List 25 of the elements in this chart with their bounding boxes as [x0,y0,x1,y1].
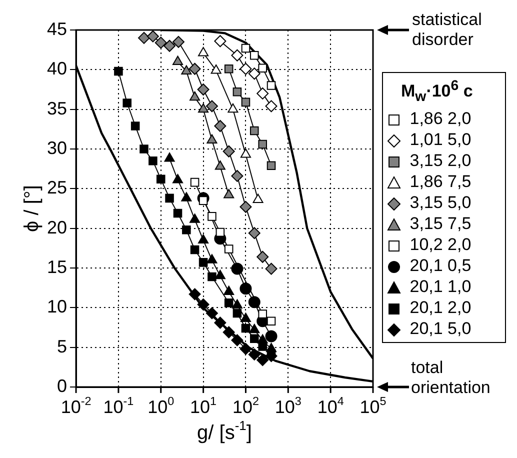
text: statistical disorder [412,10,483,50]
y-tick-label: 30 [46,138,68,158]
legend-label: 20,1 1,0 [410,277,472,296]
legend-label: 3,15 2,0 [410,151,472,170]
legend-label: 1,86 2,0 [410,109,472,128]
legend-title: M$_{w}$·10$^{6}$ c [400,77,474,108]
legend-label: 20,1 0,5 [410,256,472,276]
text: total orientation [411,358,492,398]
legend-label: 3,15 5,0 [410,193,472,212]
legend-label: 3,15 7,5 [410,214,472,234]
y-tick-label: 0 [57,376,68,396]
y-tick-label: 15 [46,256,68,277]
legend-label: 1,01 5,0 [410,130,472,150]
y-tick-label: 35 [46,98,68,118]
y-tick-label: 25 [46,178,68,198]
legend-label: 1,86 7,5 [410,172,472,192]
y-tick-label: 40 [46,58,68,79]
legend-label: 20,1 5,0 [410,319,472,338]
y-axis-title: ϕ / [°] [21,185,43,232]
y-tick-label: 20 [46,217,68,238]
legend-label: 10,2 2,0 [410,235,472,254]
y-tick-label: 45 [46,18,68,39]
y-tick-label: 10 [46,296,68,317]
y-tick-label: 5 [57,336,68,356]
legend-label: 20,1 2,0 [410,298,472,318]
